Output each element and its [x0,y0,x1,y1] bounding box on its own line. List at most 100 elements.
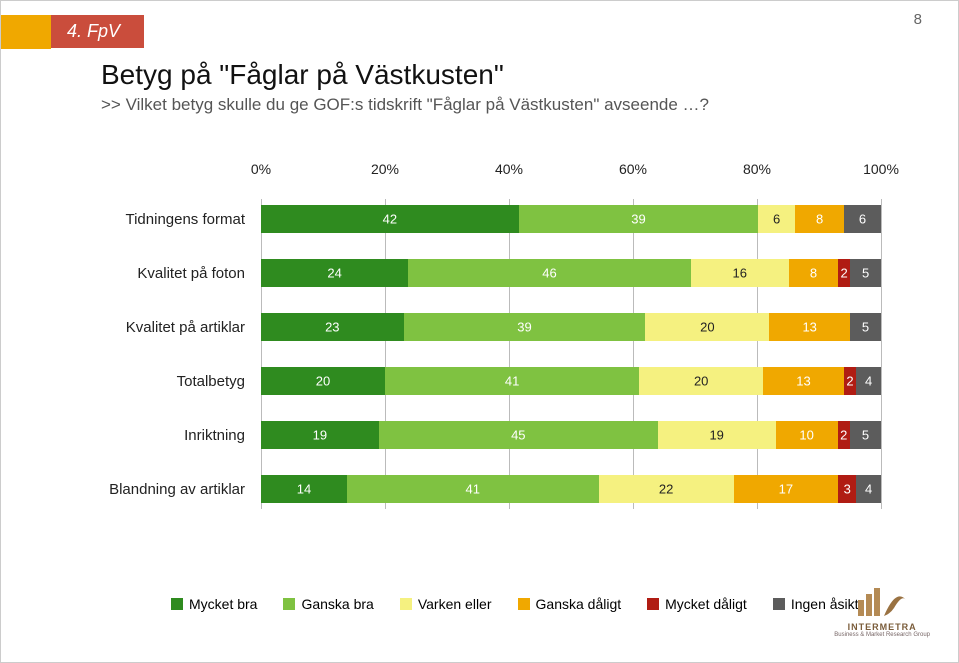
bar-segment-mycket-daligt: 2 [838,421,850,449]
legend-item-mycket-daligt: Mycket dåligt [647,596,747,612]
bar-row-label: Totalbetyg [81,373,261,390]
x-axis-tick: 80% [743,161,771,177]
grid-line [757,199,758,509]
bar-segment-ingen-asikt: 4 [856,475,881,503]
bar-segment-value: 39 [517,320,531,335]
x-axis-tick: 60% [619,161,647,177]
logo-brand-text: INTERMETRA [834,622,930,632]
bar-segment-varken-eller: 22 [599,475,734,503]
grid-line [509,199,510,509]
slide-page: 4. FpV 8 Betyg på "Fåglar på Västkusten"… [0,0,959,663]
bar-segment-ganska-daligt: 8 [789,259,838,287]
bar-track: 1441 22 17 34 [261,475,881,503]
logo-tagline: Business & Market Research Group [834,632,930,638]
bar-segment-value: 2 [846,374,853,389]
bar-row: Kvalitet på artiklar 23 39 20 13 5 [81,307,881,347]
legend-swatch [518,598,530,610]
title-block: Betyg på "Fåglar på Västkusten" >> Vilke… [101,59,878,115]
bar-segment-value: 16 [733,266,747,281]
bar-track: 20 41 20 1324 [261,367,881,395]
legend-item-ganska-daligt: Ganska dåligt [518,596,622,612]
legend-swatch [400,598,412,610]
legend-swatch [171,598,183,610]
x-axis-tick: 100% [863,161,899,177]
x-axis-track: 0%20%40%60%80%100% [261,161,881,185]
bar-segment-ganska-daligt: 8 [795,205,844,233]
bar-segment-ganska-bra: 41 [347,475,599,503]
bar-row: Totalbetyg 20 41 20 1324 [81,361,881,401]
bar-segment-value: 5 [862,266,869,281]
legend-label: Mycket dåligt [665,596,747,612]
page-number: 8 [914,11,922,28]
bar-row-label: Tidningens format [81,211,261,228]
legend-swatch [773,598,785,610]
bar-segment-value: 6 [773,212,780,227]
bar-segment-mycket-daligt: 3 [838,475,856,503]
bar-segment-mycket-bra: 23 [261,313,404,341]
page-title: Betyg på "Fåglar på Västkusten" [101,59,878,91]
stacked-bar-chart: 0%20%40%60%80%100% Tidningens format4239… [81,161,881,523]
bar-segment-mycket-bra: 14 [261,475,347,503]
grid-line [633,199,634,509]
header-accent-block [1,15,51,49]
bar-segment-value: 6 [859,212,866,227]
bar-segment-value: 22 [659,482,673,497]
bar-segment-value: 2 [840,266,847,281]
bar-segment-value: 23 [325,320,339,335]
legend-item-varken-eller: Varken eller [400,596,492,612]
bar-segment-value: 8 [816,212,823,227]
bar-segment-value: 20 [316,374,330,389]
legend-label: Ganska bra [301,596,373,612]
legend-item-mycket-bra: Mycket bra [171,596,257,612]
bar-segment-mycket-bra: 42 [261,205,519,233]
legend-swatch [647,598,659,610]
legend-label: Varken eller [418,596,492,612]
page-subtitle: >> Vilket betyg skulle du ge GOF:s tidsk… [101,95,878,115]
bar-segment-varken-eller: 20 [639,367,763,395]
bar-segment-varken-eller: 6 [758,205,795,233]
bar-segment-ganska-daligt: 17 [734,475,838,503]
bar-segment-value: 24 [327,266,341,281]
bar-segment-varken-eller: 20 [645,313,769,341]
bar-segment-value: 19 [313,428,327,443]
bar-segment-ingen-asikt: 5 [850,259,881,287]
x-axis-tick: 20% [371,161,399,177]
bar-segment-ganska-bra: 39 [404,313,646,341]
bar-segment-value: 8 [810,266,817,281]
section-tab: 4. FpV [51,15,144,48]
logo-icon [856,586,908,618]
bar-segment-value: 3 [844,482,851,497]
bar-segment-varken-eller: 16 [691,259,789,287]
bar-segment-ganska-daligt: 13 [769,313,850,341]
brand-logo: INTERMETRA Business & Market Research Gr… [834,586,930,638]
bar-segment-value: 41 [505,374,519,389]
bar-row-label: Kvalitet på artiklar [81,319,261,336]
bar-segment-value: 4 [865,374,872,389]
bar-segment-ganska-bra: 39 [519,205,758,233]
bar-segment-mycket-bra: 24 [261,259,408,287]
bar-segment-value: 19 [709,428,723,443]
bar-segment-mycket-daligt: 2 [838,259,850,287]
bar-segment-ganska-daligt: 13 [763,367,844,395]
bar-row: Tidningens format4239 6 8 6 [81,199,881,239]
bar-row: Inriktning1945191025 [81,415,881,455]
bar-segment-mycket-bra: 20 [261,367,385,395]
x-axis: 0%20%40%60%80%100% [81,161,881,185]
legend-item-ganska-bra: Ganska bra [283,596,373,612]
bar-track: 23 39 20 13 5 [261,313,881,341]
bar-segment-value: 5 [862,428,869,443]
grid-line [881,199,882,509]
legend-label: Mycket bra [189,596,257,612]
bar-segment-value: 4 [865,482,872,497]
bar-segment-ingen-asikt: 4 [856,367,881,395]
bar-segment-value: 46 [542,266,556,281]
bar-row-label: Inriktning [81,427,261,444]
bar-segment-ingen-asikt: 5 [850,313,881,341]
chart-legend: Mycket bra Ganska bra Varken eller Ganska d… [171,596,859,612]
bar-segment-value: 45 [511,428,525,443]
bar-segment-ganska-bra: 46 [408,259,690,287]
bar-row-label: Blandning av artiklar [81,481,261,498]
bar-segment-value: 20 [694,374,708,389]
bar-row-label: Kvalitet på foton [81,265,261,282]
bar-segment-value: 13 [802,320,816,335]
